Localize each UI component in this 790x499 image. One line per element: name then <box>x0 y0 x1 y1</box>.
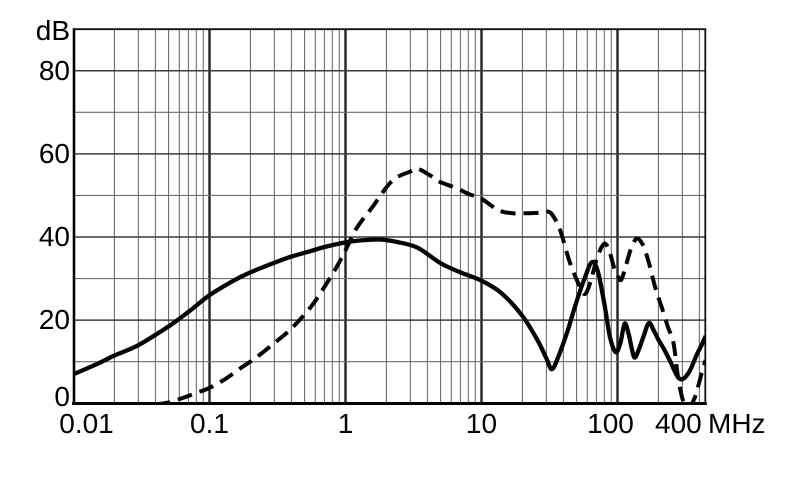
y-tick-label: 40 <box>38 221 70 253</box>
dashed-curve <box>155 166 706 405</box>
y-tick-label: 80 <box>38 54 70 86</box>
x-tick-label: 10 <box>465 408 498 439</box>
solid-curve <box>73 237 706 382</box>
y-tick-label: 0 <box>54 381 70 413</box>
y-tick-label: 20 <box>38 304 70 336</box>
x-tick-label: 100 <box>587 408 634 439</box>
x-tick-label: 400 <box>655 408 702 439</box>
x-tick-label: 1 <box>337 408 354 439</box>
y-tick-label: 60 <box>38 137 70 169</box>
x-tick-label: 0.01 <box>59 408 114 439</box>
x-tick-label: 0.1 <box>190 408 229 439</box>
x-axis-unit-label: MHz <box>708 408 766 439</box>
y-axis-unit-label: dB <box>35 15 70 46</box>
